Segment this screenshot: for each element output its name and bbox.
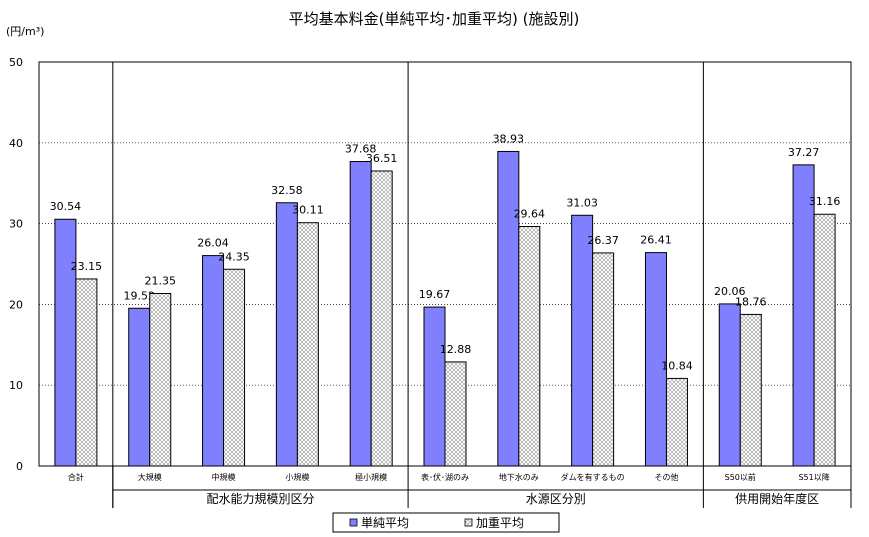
y-tick-label: 30 (9, 218, 23, 231)
data-label: 29.64 (514, 208, 546, 221)
bar (592, 252, 615, 467)
x-tick-label: その他 (654, 472, 678, 482)
x-tick-label: S51以降 (798, 472, 829, 482)
data-label: 26.37 (587, 234, 619, 247)
bar (349, 161, 372, 467)
data-label: 31.16 (809, 195, 841, 208)
x-tick-label: 表･伏･湖のみ (421, 472, 469, 482)
data-label: 10.84 (661, 359, 693, 372)
bar (75, 278, 98, 467)
y-tick-label: 10 (9, 379, 23, 392)
group-label: 水源区分別 (526, 492, 586, 506)
bar (497, 150, 520, 467)
bar (54, 218, 77, 467)
bar (128, 307, 151, 467)
bar (813, 213, 836, 467)
data-label: 12.88 (440, 343, 472, 356)
data-label: 19.67 (419, 288, 451, 301)
bar (792, 164, 815, 467)
data-label: 18.76 (735, 295, 767, 308)
bar (739, 313, 762, 467)
data-label: 23.15 (71, 260, 103, 273)
bar (202, 255, 225, 467)
legend-label: 単純平均 (361, 516, 409, 530)
group-label: 供用開始年度区 (735, 491, 819, 506)
data-label: 30.11 (292, 204, 324, 217)
x-tick-label: 大規模 (138, 472, 162, 482)
legend: 単純平均 加重平均 (332, 512, 560, 533)
x-tick-label: ダムを有するもの (561, 472, 625, 482)
data-label: 37.27 (788, 146, 820, 159)
bar (149, 292, 172, 467)
bar (423, 306, 446, 467)
data-label: 21.35 (144, 274, 176, 287)
y-tick-label: 0 (16, 460, 23, 473)
y-tick-label: 50 (9, 56, 23, 69)
bar (275, 202, 298, 467)
bar (370, 170, 393, 467)
x-tick-label: 合計 (68, 472, 84, 482)
bar (518, 226, 541, 467)
legend-label: 加重平均 (476, 516, 524, 530)
legend-box (332, 512, 560, 533)
data-label: 20.06 (714, 285, 746, 298)
bar (444, 361, 467, 467)
legend-swatch (349, 518, 358, 527)
x-tick-label: S50以前 (725, 472, 756, 482)
x-tick-label: 極小規模 (355, 472, 387, 482)
data-label: 31.03 (566, 196, 598, 209)
x-tick-label: 小規模 (285, 472, 309, 482)
data-label: 36.51 (366, 152, 398, 165)
bar (665, 377, 688, 467)
data-label: 26.41 (640, 234, 672, 247)
chart-title: 平均基本料金(単純平均･加重平均) (施設別) (289, 10, 580, 28)
bar (296, 222, 319, 467)
bar (644, 252, 667, 467)
data-label: 30.54 (50, 200, 82, 213)
data-label: 24.35 (218, 250, 250, 263)
y-axis-unit: (円/m³) (6, 25, 44, 38)
y-tick-label: 40 (9, 137, 23, 150)
group-label: 配水能力規模別区分 (206, 491, 314, 506)
bar (223, 268, 246, 467)
plot-area: 0 10 20 30 40 50 30.54 23.15 合計 19.52 21.35 大規模 26.0… (9, 56, 852, 508)
x-tick-label: 地下水のみ (499, 472, 539, 482)
data-label: 38.93 (493, 132, 525, 145)
bar (718, 303, 741, 467)
data-label: 32.58 (271, 184, 303, 197)
x-tick-label: 中規模 (212, 472, 236, 482)
legend-swatch (464, 518, 473, 527)
data-label: 19.52 (123, 289, 155, 302)
bar (571, 214, 594, 467)
data-label: 37.68 (345, 143, 377, 156)
y-tick-label: 20 (9, 298, 23, 311)
data-label: 26.04 (197, 237, 229, 250)
